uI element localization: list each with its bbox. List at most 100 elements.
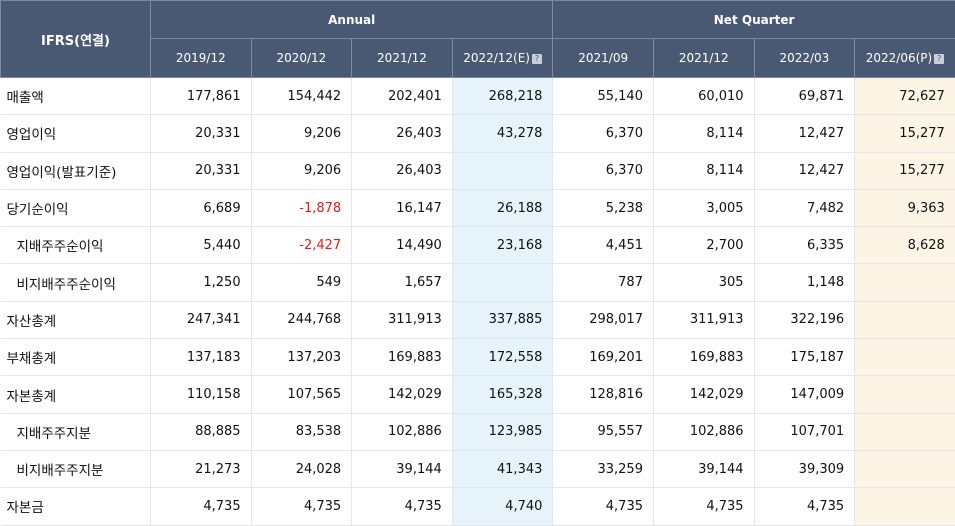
value-cell: 20,331 xyxy=(151,152,252,189)
value-cell: 41,343 xyxy=(452,450,553,487)
period-header: 2022/06(P)? xyxy=(855,39,955,78)
value-cell: 39,144 xyxy=(653,450,754,487)
value-cell: 107,701 xyxy=(754,413,855,450)
value-cell: 268,218 xyxy=(452,78,553,115)
value-cell: 311,913 xyxy=(352,301,453,338)
value-cell xyxy=(855,376,955,413)
value-cell: 9,206 xyxy=(251,152,352,189)
value-cell: 172,558 xyxy=(452,339,553,376)
value-cell: 154,442 xyxy=(251,78,352,115)
row-label[interactable]: 부채총계 xyxy=(1,339,151,376)
value-cell: 5,440 xyxy=(151,227,252,264)
value-cell: 169,883 xyxy=(653,339,754,376)
value-cell: 26,188 xyxy=(452,189,553,226)
value-cell: 1,148 xyxy=(754,264,855,301)
value-cell: 4,451 xyxy=(553,227,654,264)
value-cell: 1,250 xyxy=(151,264,252,301)
value-cell: 4,735 xyxy=(251,488,352,525)
value-cell: 4,735 xyxy=(553,488,654,525)
value-cell: 787 xyxy=(553,264,654,301)
value-cell: 7,482 xyxy=(754,189,855,226)
annual-group-header: Annual xyxy=(151,1,553,39)
value-cell: 337,885 xyxy=(452,301,553,338)
row-label[interactable]: 매출액 xyxy=(1,78,151,115)
value-cell xyxy=(452,152,553,189)
value-cell: 8,114 xyxy=(653,152,754,189)
row-label[interactable]: 자본금 xyxy=(1,488,151,525)
value-cell: 177,861 xyxy=(151,78,252,115)
row-label: 지배주주지분 xyxy=(1,413,151,450)
value-cell: 26,403 xyxy=(352,152,453,189)
period-label: 2021/12 xyxy=(377,51,427,65)
period-label: 2022/03 xyxy=(779,51,829,65)
value-cell: 147,009 xyxy=(754,376,855,413)
row-label[interactable]: 당기순이익 xyxy=(1,189,151,226)
period-header: 2022/03 xyxy=(754,39,855,78)
value-cell: -2,427 xyxy=(251,227,352,264)
row-label: 비지배주주순이익 xyxy=(1,264,151,301)
period-header: 2021/12 xyxy=(352,39,453,78)
value-cell: 8,114 xyxy=(653,115,754,152)
value-cell: 247,341 xyxy=(151,301,252,338)
value-cell xyxy=(855,339,955,376)
value-cell: 14,490 xyxy=(352,227,453,264)
value-cell: 142,029 xyxy=(653,376,754,413)
value-cell: 9,206 xyxy=(251,115,352,152)
value-cell: 15,277 xyxy=(855,152,955,189)
quarter-group-header: Net Quarter xyxy=(553,1,955,39)
period-header: 2021/12 xyxy=(653,39,754,78)
value-cell: 4,740 xyxy=(452,488,553,525)
value-cell: 107,565 xyxy=(251,376,352,413)
row-label[interactable]: 자본총계 xyxy=(1,376,151,413)
period-label: 2022/12(E) xyxy=(463,51,530,65)
value-cell: 322,196 xyxy=(754,301,855,338)
value-cell: 6,370 xyxy=(553,152,654,189)
value-cell: 305 xyxy=(653,264,754,301)
value-cell: 4,735 xyxy=(653,488,754,525)
value-cell: 4,735 xyxy=(151,488,252,525)
row-label[interactable]: 영업이익 xyxy=(1,115,151,152)
value-cell: 3,005 xyxy=(653,189,754,226)
value-cell: 102,886 xyxy=(653,413,754,450)
value-cell: 169,201 xyxy=(553,339,654,376)
value-cell: 20,331 xyxy=(151,115,252,152)
value-cell: 12,427 xyxy=(754,115,855,152)
help-icon[interactable]: ? xyxy=(532,54,542,64)
value-cell: 15,277 xyxy=(855,115,955,152)
help-icon[interactable]: ? xyxy=(934,54,944,64)
value-cell: 60,010 xyxy=(653,78,754,115)
value-cell: 169,883 xyxy=(352,339,453,376)
value-cell: 6,335 xyxy=(754,227,855,264)
value-cell: 549 xyxy=(251,264,352,301)
row-label[interactable]: 영업이익(발표기준) xyxy=(1,152,151,189)
period-label: 2020/12 xyxy=(276,51,326,65)
period-header: 2020/12 xyxy=(251,39,352,78)
value-cell: 123,985 xyxy=(452,413,553,450)
value-cell: 88,885 xyxy=(151,413,252,450)
value-cell: 23,168 xyxy=(452,227,553,264)
value-cell: 4,735 xyxy=(352,488,453,525)
value-cell: 165,328 xyxy=(452,376,553,413)
value-cell: 21,273 xyxy=(151,450,252,487)
value-cell: 12,427 xyxy=(754,152,855,189)
row-label[interactable]: 자산총계 xyxy=(1,301,151,338)
value-cell: 298,017 xyxy=(553,301,654,338)
value-cell: 2,700 xyxy=(653,227,754,264)
value-cell: 26,403 xyxy=(352,115,453,152)
value-cell: 311,913 xyxy=(653,301,754,338)
value-cell xyxy=(855,301,955,338)
value-cell xyxy=(855,488,955,525)
corner-header: IFRS(연결) xyxy=(1,1,151,78)
value-cell: 142,029 xyxy=(352,376,453,413)
